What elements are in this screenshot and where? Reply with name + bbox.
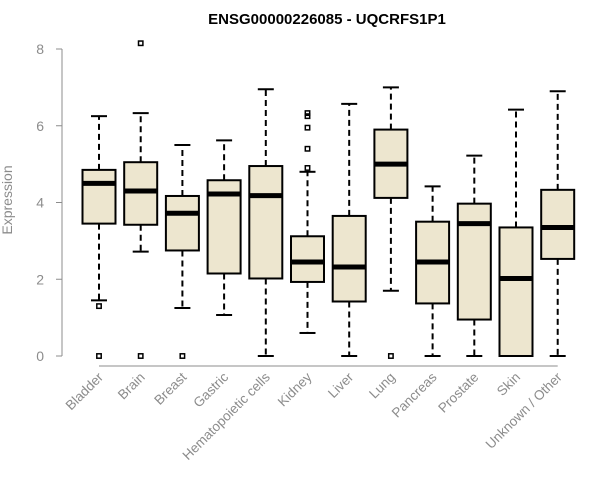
x-tick-label: Unknown / Other bbox=[483, 369, 566, 452]
outlier-point bbox=[304, 145, 311, 152]
iqr-box bbox=[456, 202, 492, 321]
box-kidney bbox=[290, 110, 325, 334]
x-tick-label: Brain bbox=[115, 370, 148, 403]
iqr-box bbox=[164, 194, 200, 252]
y-axis-label: Expression bbox=[0, 165, 15, 234]
iqr-box bbox=[81, 168, 117, 225]
iqr-box bbox=[331, 214, 367, 303]
chart-title: ENSG00000226085 - UQCRFS1P1 bbox=[208, 11, 446, 28]
box-prostate bbox=[456, 154, 492, 357]
outlier-point bbox=[96, 303, 102, 310]
axes: 0 2 4 6 8 bbox=[36, 41, 558, 367]
box-series bbox=[81, 40, 576, 359]
y-tick-label: 4 bbox=[36, 195, 44, 211]
x-tick-label: Pancreas bbox=[389, 369, 440, 420]
box-liver bbox=[331, 102, 367, 357]
x-tick-label: Liver bbox=[325, 369, 357, 401]
box-brain bbox=[123, 40, 159, 359]
outlier-point bbox=[137, 40, 144, 47]
outlier-point bbox=[96, 353, 102, 359]
box-gastric bbox=[206, 139, 242, 316]
outlier-point bbox=[387, 353, 394, 359]
x-tick-label: Breast bbox=[151, 369, 189, 407]
box-unknown-other bbox=[540, 90, 576, 357]
box-hematopoietic-cells bbox=[248, 88, 284, 357]
box-bladder bbox=[81, 115, 117, 359]
x-tick-label: Prostate bbox=[435, 370, 481, 416]
x-tick-label: Kidney bbox=[275, 369, 315, 409]
box-lung bbox=[373, 86, 409, 359]
box-pancreas bbox=[415, 185, 451, 357]
x-tick-label: Bladder bbox=[63, 369, 107, 413]
outlier-point bbox=[179, 353, 186, 359]
box-breast bbox=[164, 143, 200, 359]
outlier-point bbox=[304, 113, 311, 120]
y-tick-label: 0 bbox=[36, 348, 44, 364]
y-tick-label: 6 bbox=[36, 118, 44, 134]
outlier-point bbox=[137, 353, 144, 359]
outlier-point bbox=[304, 165, 311, 171]
iqr-box bbox=[290, 235, 325, 283]
outlier-point bbox=[304, 110, 311, 117]
box-skin bbox=[498, 108, 534, 357]
y-tick-label: 2 bbox=[36, 271, 44, 287]
x-tick-label: Skin bbox=[494, 370, 523, 399]
outlier-point bbox=[304, 124, 311, 131]
iqr-box bbox=[540, 188, 576, 260]
iqr-box bbox=[248, 165, 284, 280]
iqr-box bbox=[498, 226, 534, 357]
x-tick-label: Gastric bbox=[190, 369, 231, 410]
x-tick-label: Lung bbox=[366, 370, 398, 402]
y-tick-label: 8 bbox=[36, 41, 44, 57]
